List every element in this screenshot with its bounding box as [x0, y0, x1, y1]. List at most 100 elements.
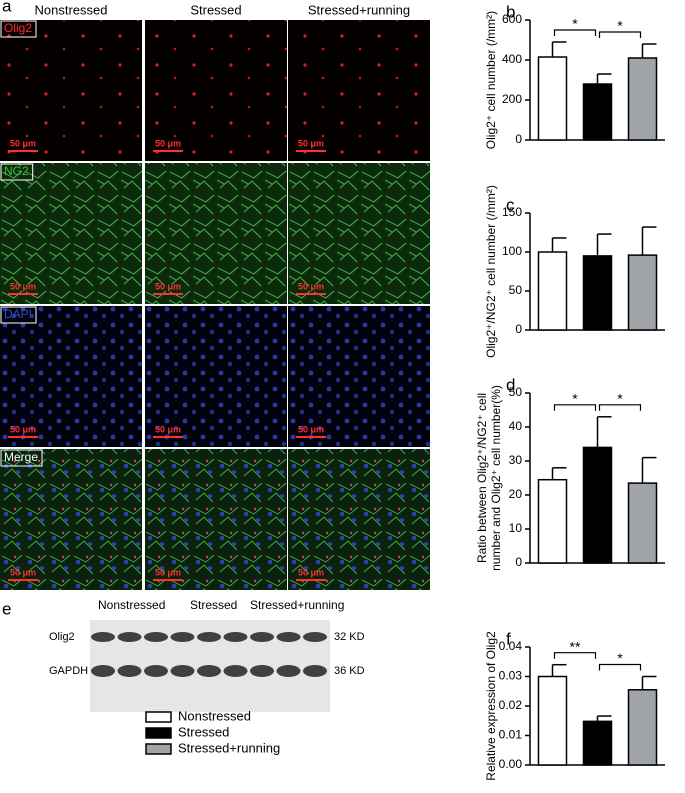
significance-label: * [572, 391, 578, 407]
micrograph [145, 449, 287, 590]
y-tick-label: 600 [502, 12, 522, 26]
bar [537, 56, 568, 141]
band [223, 632, 248, 642]
significance-bracket [598, 31, 642, 38]
bar [582, 720, 613, 766]
scale-bar-label: 50 μm [10, 281, 36, 291]
y-tick-label: 400 [502, 52, 522, 66]
band [170, 632, 195, 642]
micrograph [0, 163, 142, 304]
band-label: Olig2 [49, 631, 75, 643]
significance-bracket [553, 404, 597, 411]
panel-label: b [506, 2, 515, 21]
y-tick-label: 0.04 [499, 639, 523, 653]
scale-bar-label: 50 μm [155, 567, 181, 577]
y-tick-label: 0.00 [499, 757, 523, 771]
legend-swatch [145, 727, 172, 739]
y-tick-label: 150 [502, 205, 522, 219]
bar [627, 482, 658, 564]
micrograph [145, 20, 287, 161]
y-axis-label: Ratio between Olig2⁺/NG2⁺ cell [475, 393, 489, 563]
band [91, 665, 115, 677]
significance-label: ** [570, 638, 581, 654]
legend-swatch [145, 743, 172, 755]
scale-bar-label: 50 μm [155, 424, 181, 434]
band [197, 632, 221, 642]
lane-group-label: Stressed [190, 598, 237, 612]
band [144, 632, 168, 642]
band [250, 665, 274, 677]
scale-bar-label: 50 μm [10, 567, 36, 577]
significance-bracket [598, 663, 642, 671]
band [276, 632, 301, 642]
bar [582, 83, 613, 141]
y-axis-label: Relative expression of Olig2 [484, 631, 498, 781]
y-tick-label: 40 [509, 419, 523, 433]
bar [627, 689, 658, 766]
y-axis-label: number and Olig2⁺ cell number(%) [489, 385, 503, 571]
band [197, 665, 221, 677]
band [250, 632, 274, 642]
micrograph [0, 20, 142, 161]
micrograph [288, 163, 430, 304]
y-tick-label: 100 [502, 244, 522, 258]
y-tick-label: 0.03 [499, 669, 523, 683]
channel-label-box [0, 20, 37, 38]
scale-bar-label: 50 μm [298, 567, 324, 577]
y-tick-label: 200 [502, 92, 522, 106]
scale-bar-label: 50 μm [298, 281, 324, 291]
channel-label-box [0, 306, 37, 324]
panel-label: a [2, 0, 12, 15]
bar [582, 446, 613, 564]
micrograph [288, 20, 430, 161]
column-label: Stressed [190, 2, 241, 17]
y-tick-label: 0 [515, 132, 522, 146]
band [144, 665, 168, 677]
channel-label: Merge [4, 450, 38, 464]
y-axis-label: Olig2⁺ cell number (/mm²) [484, 11, 498, 149]
panel-label: e [2, 599, 11, 618]
band-size: 32 KD [334, 631, 365, 643]
channel-label: DAPI [4, 307, 32, 321]
micrograph [145, 306, 287, 447]
band-label: GAPDH [49, 665, 88, 677]
band [223, 665, 248, 677]
y-tick-label: 20 [509, 487, 523, 501]
significance-label: * [617, 391, 623, 407]
channel-label: NG2 [4, 164, 29, 178]
channel-label: Olig2 [4, 21, 32, 35]
significance-label: * [572, 16, 578, 32]
significance-label: * [617, 18, 623, 34]
band [170, 665, 195, 677]
scale-bar-label: 50 μm [298, 424, 324, 434]
significance-bracket [598, 404, 642, 411]
bar [627, 57, 658, 141]
micrograph [0, 449, 142, 590]
y-tick-label: 50 [509, 283, 523, 297]
western-blot-panel: e Nonstressed Stressed Stressed+running Olig… [2, 598, 365, 712]
y-tick-label: 30 [509, 453, 523, 467]
y-axis-label: Olig2⁺/NG2⁺ cell number (/mm²) [484, 185, 498, 358]
significance-bracket [553, 29, 597, 36]
scale-bar-label: 50 μm [10, 424, 36, 434]
band [303, 632, 327, 642]
micrograph [288, 306, 430, 447]
bar [537, 251, 568, 331]
scale-bar-label: 50 μm [155, 281, 181, 291]
y-tick-label: 10 [509, 521, 523, 535]
panel-label: c [506, 195, 515, 214]
legend-label: Nonstressed [178, 708, 251, 723]
band [117, 632, 142, 642]
band [91, 632, 115, 642]
lane-group-label: Nonstressed [98, 598, 165, 612]
micrograph [0, 306, 142, 447]
band [117, 665, 142, 677]
y-tick-label: 50 [509, 385, 523, 399]
band [276, 665, 301, 677]
scale-bar-label: 50 μm [298, 138, 324, 148]
band [303, 665, 327, 677]
micrograph [145, 163, 287, 304]
column-label: Stressed+running [308, 2, 410, 17]
